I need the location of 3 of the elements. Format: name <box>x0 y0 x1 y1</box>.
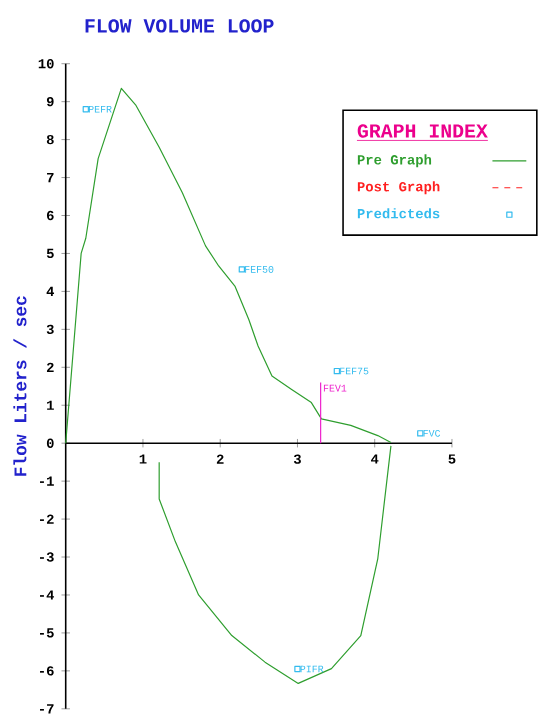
chart-title: FLOW VOLUME LOOP <box>85 19 274 33</box>
y-axis-title: Flow Liters / sec <box>13 296 27 476</box>
legend-title: GRAPH INDEX <box>357 124 489 138</box>
